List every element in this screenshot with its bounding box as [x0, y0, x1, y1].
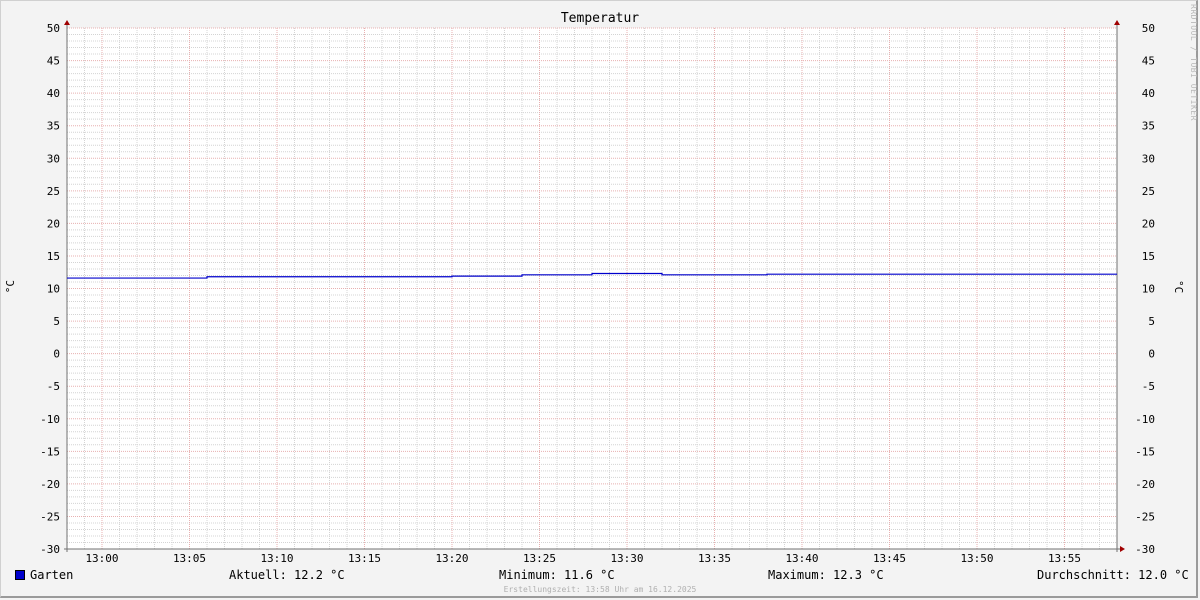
legend-average: Durchschnitt: 12.0 °C: [1037, 568, 1189, 582]
y-tick-label-left: 35: [47, 120, 60, 133]
y-tick-label-right: 0: [1148, 348, 1155, 361]
y-tick-label-left: 15: [47, 250, 60, 263]
y-tick-label-right: 45: [1142, 55, 1155, 68]
x-tick-label: 13:40: [785, 552, 818, 565]
y-tick-label-left: 5: [53, 315, 60, 328]
y-tick-label-right: 5: [1148, 315, 1155, 328]
y-tick-label-left: -10: [40, 413, 60, 426]
y-tick-label-right: -20: [1135, 478, 1155, 491]
y-tick-label-right: 35: [1142, 120, 1155, 133]
y-axis-label-left: °C: [4, 280, 17, 294]
y-tick-label-right: 10: [1142, 283, 1155, 296]
y-tick-label-left: -30: [40, 543, 60, 556]
y-tick-label-left: 30: [47, 152, 60, 165]
x-tick-label: 13:45: [873, 552, 906, 565]
series-line-garten: [67, 272, 1117, 279]
y-tick-label-left: -20: [40, 478, 60, 491]
y-axis-arrow-right: [1114, 20, 1120, 25]
y-tick-label-right: -5: [1142, 380, 1155, 393]
y-axis-arrow-left: [64, 20, 70, 25]
x-axis-arrow: [1120, 546, 1125, 552]
y-tick-label-right: -25: [1135, 510, 1155, 523]
legend-maximum: Maximum: 12.3 °C: [768, 568, 884, 582]
legend-series-name: Garten: [30, 568, 74, 582]
y-tick-label-left: 25: [47, 185, 60, 198]
y-tick-label-left: 0: [53, 348, 60, 361]
x-tick-label: 13:30: [610, 552, 643, 565]
y-tick-label-left: -15: [40, 445, 60, 458]
y-tick-label-right: -30: [1135, 543, 1155, 556]
y-tick-label-right: -10: [1135, 413, 1155, 426]
y-tick-label-right: 25: [1142, 185, 1155, 198]
y-tick-label-right: 50: [1142, 22, 1155, 35]
y-tick-label-left: -5: [47, 380, 60, 393]
x-tick-label: 13:35: [698, 552, 731, 565]
y-tick-label-right: 40: [1142, 87, 1155, 100]
rrdtool-watermark: RRDTOOL / TOBI OETIKER: [1189, 4, 1198, 121]
y-tick-label-right: -15: [1135, 445, 1155, 458]
x-tick-label: 13:05: [173, 552, 206, 565]
x-tick-label: 13:50: [960, 552, 993, 565]
chart-title: Temperatur: [560, 11, 640, 26]
creation-time-footer: Erstellungszeit: 13:58 Uhr am 16.12.2025: [503, 585, 697, 594]
y-tick-label-right: 30: [1142, 152, 1155, 165]
y-tick-label-left: 45: [47, 55, 60, 68]
x-tick-label: 13:00: [85, 552, 118, 565]
x-tick-label: 13:25: [523, 552, 556, 565]
y-tick-label-left: 50: [47, 22, 60, 35]
x-tick-label: 13:20: [435, 552, 468, 565]
y-tick-label-right: 20: [1142, 217, 1155, 230]
x-tick-label: 13:15: [348, 552, 381, 565]
y-tick-label-left: 10: [47, 283, 60, 296]
y-tick-label-left: -25: [40, 510, 60, 523]
legend-swatch-garten: [15, 570, 25, 580]
legend-current: Aktuell: 12.2 °C: [229, 568, 345, 582]
y-tick-label-right: 15: [1142, 250, 1155, 263]
legend-minimum: Minimum: 11.6 °C: [499, 568, 615, 582]
y-tick-label-left: 40: [47, 87, 60, 100]
x-tick-label: 13:55: [1048, 552, 1081, 565]
x-tick-label: 13:10: [260, 552, 293, 565]
y-tick-label-left: 20: [47, 217, 60, 230]
y-axis-label-right: °C: [1172, 280, 1185, 294]
